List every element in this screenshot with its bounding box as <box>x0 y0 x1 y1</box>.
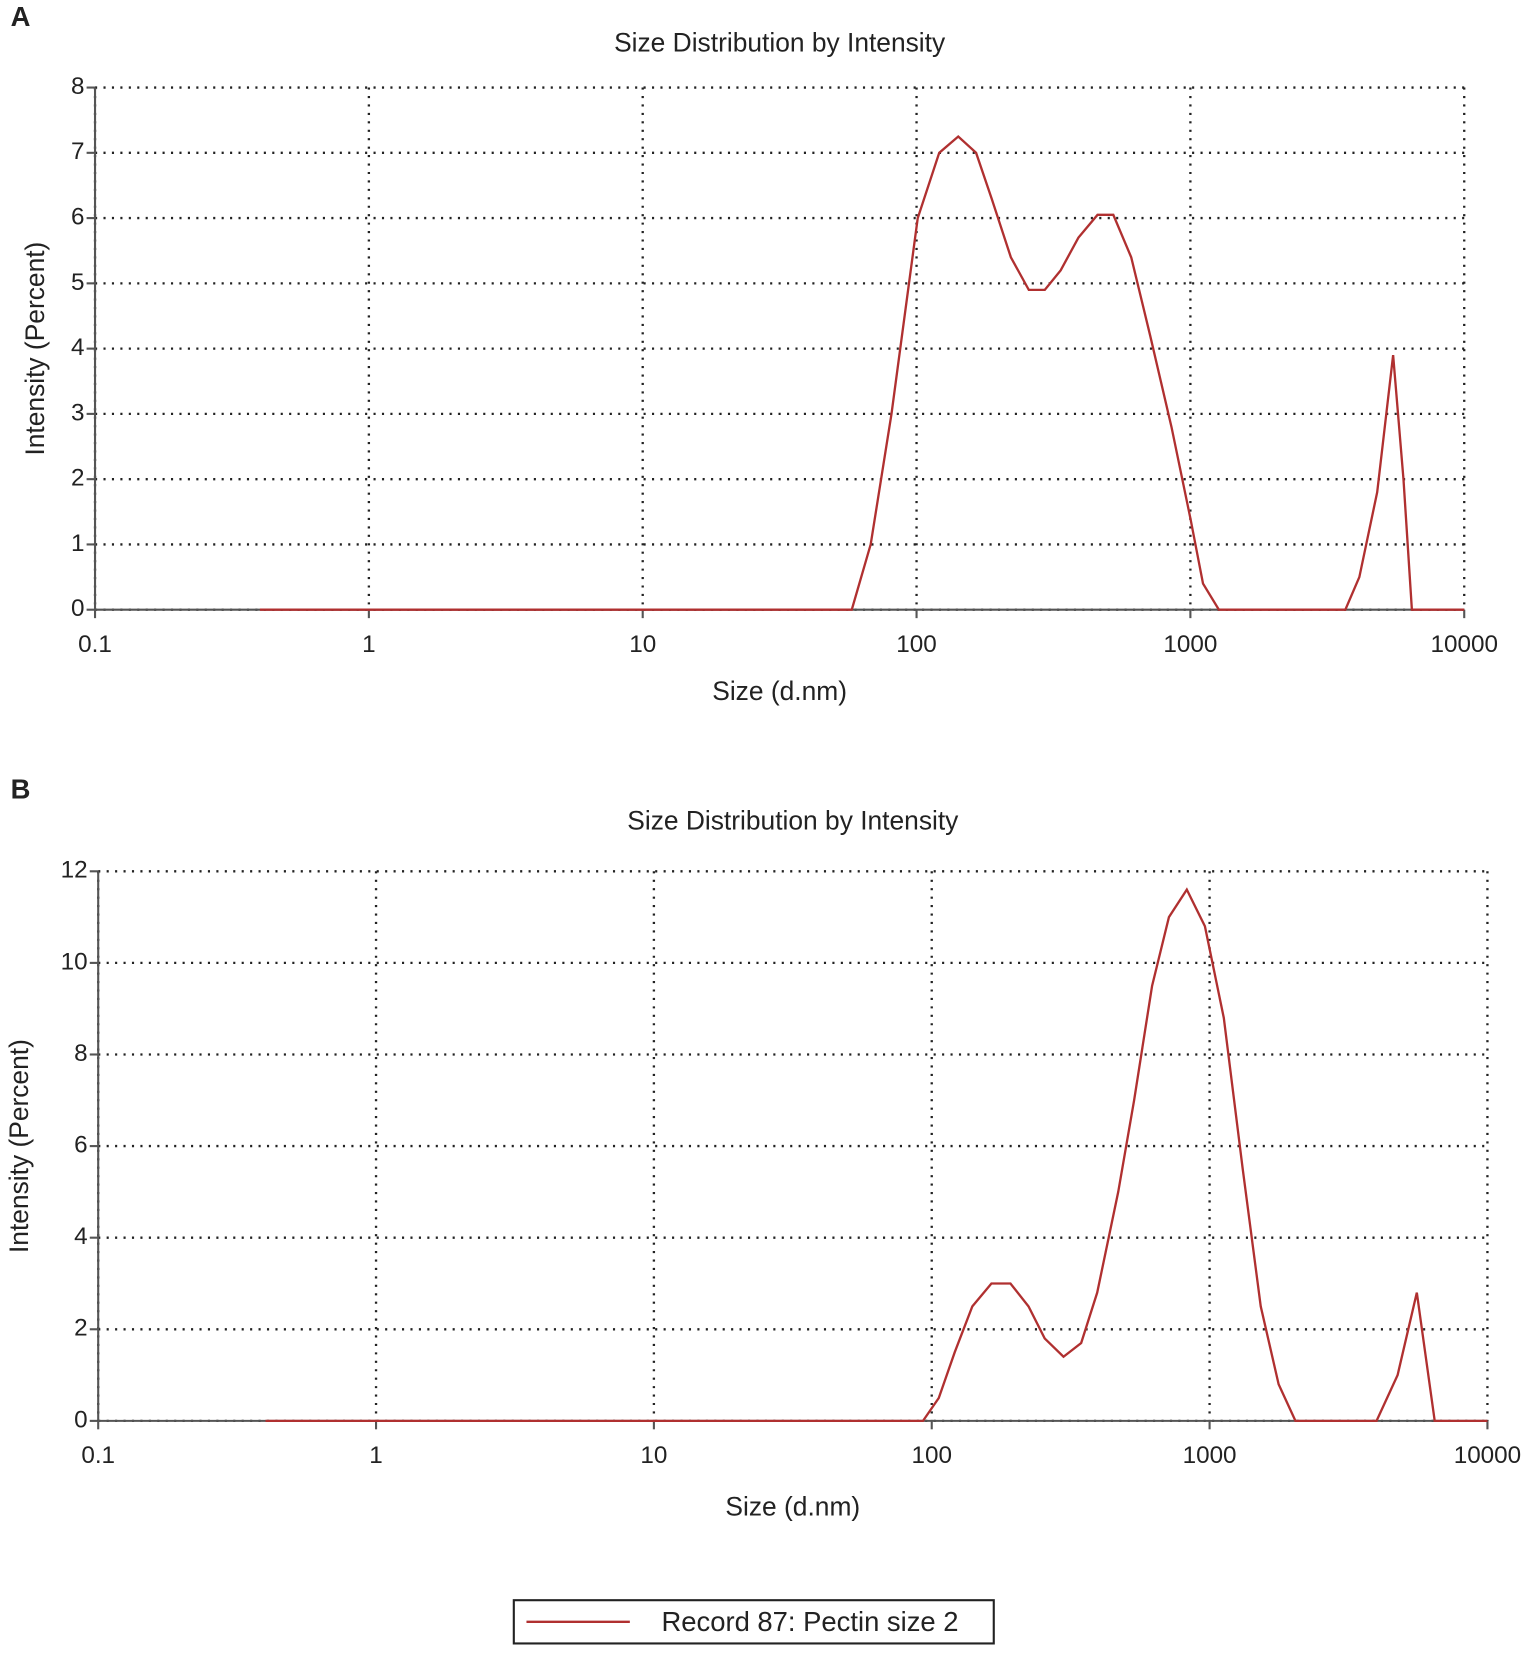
y-tick-label: 4 <box>71 334 85 361</box>
y-tick-label: 8 <box>74 1040 88 1067</box>
y-tick-label: 3 <box>71 399 85 426</box>
panel-label: A <box>11 1 31 32</box>
x-tick-label: 10 <box>640 1442 667 1469</box>
x-tick-label: 10000 <box>1431 631 1498 658</box>
x-tick-label: 1000 <box>1163 631 1217 658</box>
y-tick-label: 1 <box>71 530 85 557</box>
x-tick-label: 100 <box>912 1442 952 1469</box>
panel-label: B <box>11 773 31 804</box>
x-axis-label: Size (d.nm) <box>725 1491 860 1521</box>
data-line <box>259 134 1465 611</box>
chart-title: Size Distribution by Intensity <box>627 806 959 836</box>
x-tick-label: 1000 <box>1183 1442 1237 1469</box>
x-tick-label: 1 <box>362 631 376 658</box>
chart-title: Size Distribution by Intensity <box>614 27 946 57</box>
y-tick-label: 12 <box>61 857 88 884</box>
legend-label: Record 87: Pectin size 2 <box>661 1606 958 1637</box>
y-axis-label: Intensity (Percent) <box>20 242 50 456</box>
x-tick-label: 10000 <box>1454 1442 1521 1469</box>
y-tick-label: 6 <box>71 203 85 230</box>
x-tick-label: 10 <box>629 631 656 658</box>
x-tick-label: 100 <box>896 631 936 658</box>
y-tick-label: 0 <box>71 595 85 622</box>
x-tick-label: 1 <box>369 1442 383 1469</box>
y-tick-label: 2 <box>71 465 85 492</box>
x-tick-label: 0.1 <box>78 631 112 658</box>
y-tick-label: 5 <box>71 269 85 296</box>
data-line <box>265 887 1488 1423</box>
y-tick-label: 2 <box>74 1315 88 1342</box>
y-tick-label: 8 <box>71 73 85 100</box>
x-tick-label: 0.1 <box>81 1442 115 1469</box>
y-tick-label: 7 <box>71 138 85 165</box>
x-axis-label: Size (d.nm) <box>712 676 847 706</box>
y-axis-label: Intensity (Percent) <box>4 1039 34 1253</box>
y-tick-label: 6 <box>74 1131 88 1158</box>
y-tick-label: 4 <box>74 1223 88 1250</box>
y-tick-label: 10 <box>61 948 88 975</box>
y-tick-label: 0 <box>74 1406 88 1433</box>
